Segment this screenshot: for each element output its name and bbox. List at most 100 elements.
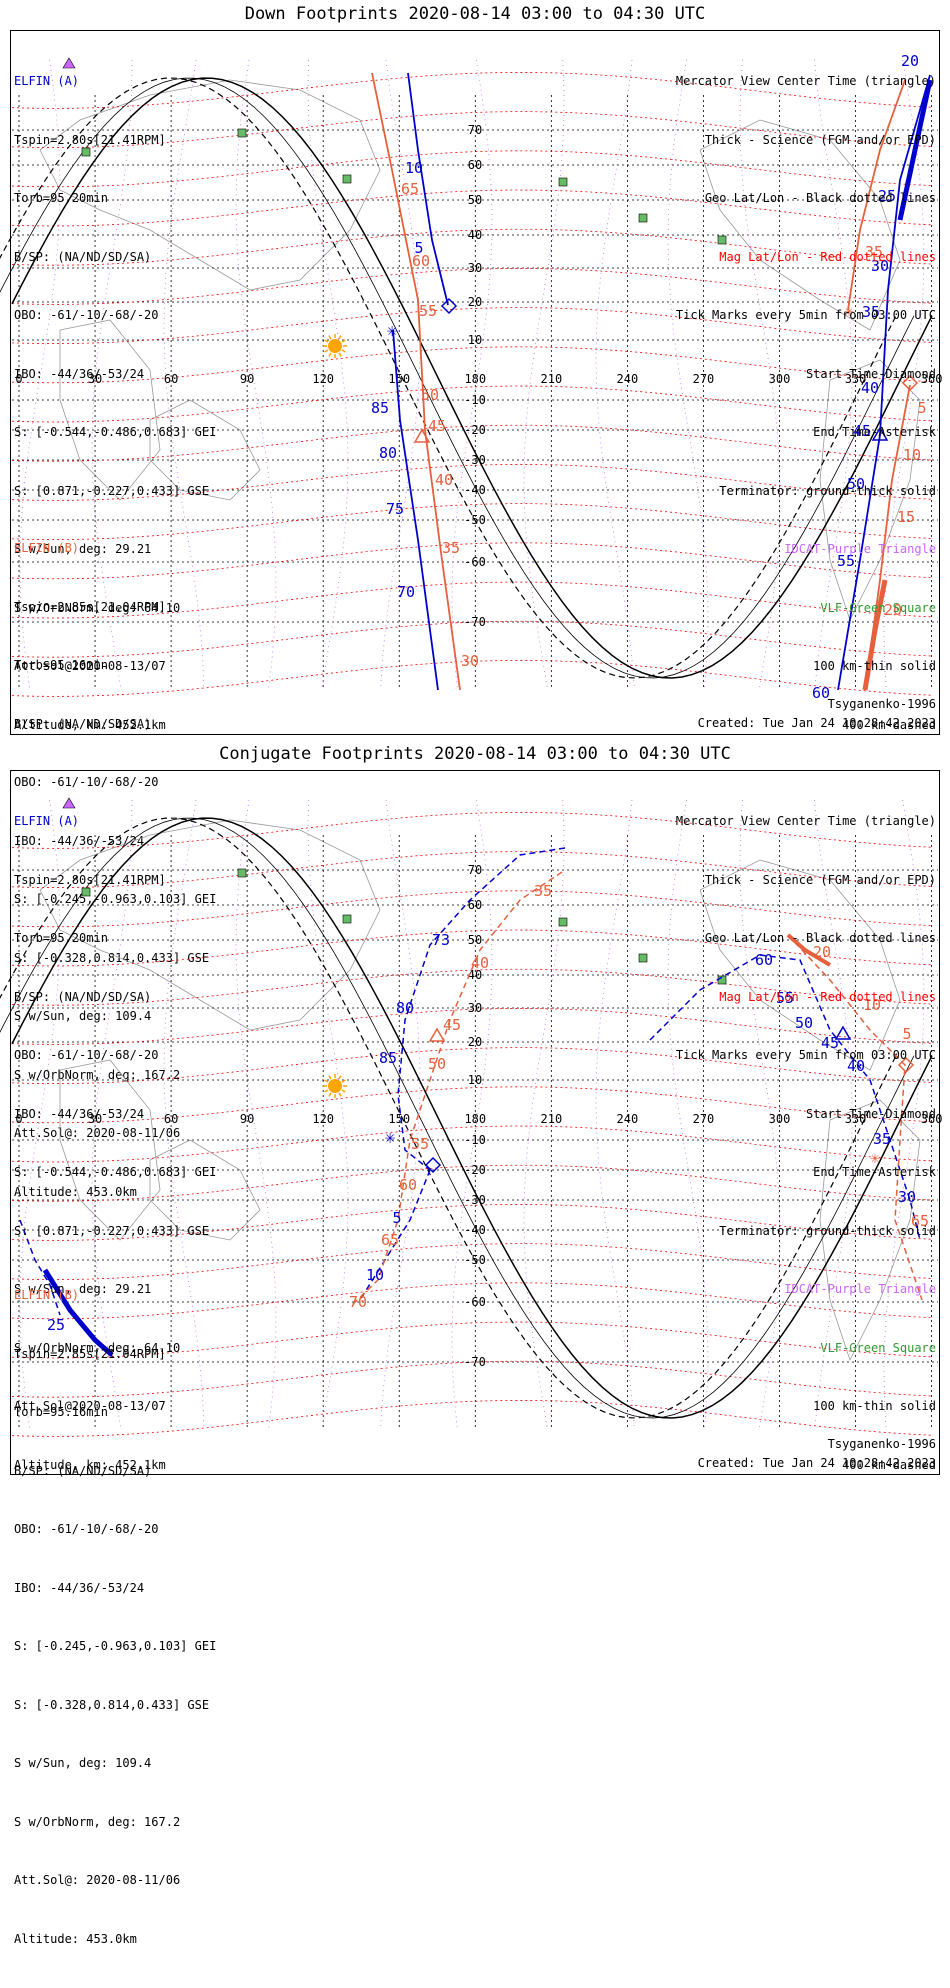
legend-line: Thick - Science (FGM and/or EPD) — [704, 872, 936, 887]
sat-a-tick-label: 25 — [878, 187, 896, 205]
info-line: B/SP: (NA/ND/SD/SA) — [14, 716, 152, 731]
sat-a-tick-label: 85 — [379, 1049, 397, 1067]
sun-ray — [341, 1089, 346, 1093]
sat-a-header: ELFIN (A) — [14, 814, 80, 828]
lon-tick-label: 330 — [845, 1112, 867, 1126]
lon-tick-label: 360 — [921, 372, 943, 386]
lon-tick-label: 90 — [240, 1112, 254, 1126]
sat-b-tick-label: 10 — [903, 446, 921, 464]
sun-ray — [341, 349, 346, 353]
mag-meridian — [739, 59, 781, 691]
sat-a-tick-label: 35 — [873, 1130, 891, 1148]
sat-a-header: ELFIN (A) — [14, 74, 80, 88]
lon-tick-label: 300 — [769, 1112, 791, 1126]
sat-a-tick-label: 10 — [366, 1266, 384, 1284]
info-line: Att.Sol@2020-08-13/07 — [14, 1399, 166, 1413]
start-diamond-a — [440, 297, 458, 315]
sun-ray — [338, 1092, 342, 1097]
sun-marker — [328, 339, 342, 353]
sat-a-track — [837, 74, 931, 691]
mag-meridian — [235, 59, 277, 691]
info-line: IBO: -44/36/-53/24 — [14, 833, 145, 848]
info-line: S: [0.871,-0.227,0.433] GSE — [14, 483, 210, 498]
legend-line: 100 km-thin solid — [813, 659, 936, 673]
end-asterisk-a: ✳ — [385, 1127, 396, 1148]
lon-tick-label: 150 — [388, 372, 410, 386]
sat-b-tick-label: 60 — [399, 1176, 417, 1194]
start-diamond-b — [897, 1056, 915, 1074]
mag-meridian — [451, 799, 493, 1431]
mag-latitude — [11, 890, 933, 928]
sat-a-tick-label: 60 — [755, 951, 773, 969]
lat-tick-label: 70 — [468, 123, 482, 137]
lat-tick-label: -70 — [464, 1355, 486, 1369]
lon-tick-label: 300 — [769, 372, 791, 386]
model-label: Tsyganenko-1996 — [827, 697, 936, 711]
sat-b-track — [371, 72, 461, 691]
mag-latitude — [11, 1164, 933, 1202]
lat-tick-label: -30 — [464, 453, 486, 467]
sun-ray — [341, 339, 346, 343]
lat-tick-label: -60 — [464, 1295, 486, 1309]
created-label: Created: Tue Jan 24 10:28:42 2023 — [697, 1456, 936, 1470]
legend-line: Thick - Science (FGM and/or EPD) — [704, 132, 936, 147]
sat-a-tick-label: 73 — [432, 931, 450, 949]
legend-line: End Time-Asterisk — [813, 1165, 936, 1179]
info-line: IBO: -44/36/-53/24 — [14, 1580, 145, 1595]
map-frame — [10, 30, 940, 735]
lon-tick-label: 270 — [693, 372, 715, 386]
sun-ray — [324, 339, 329, 343]
sat-b-tick-label: 50 — [428, 1055, 446, 1073]
info-line: B/SP: (NA/ND/SD/SA) — [14, 1463, 152, 1478]
mag-latitude — [11, 1400, 933, 1437]
lon-tick-label: 0 — [15, 372, 22, 386]
sat-a-tick-label: 75 — [386, 500, 404, 518]
sat-a-track — [392, 329, 439, 691]
mag-latitude — [11, 189, 933, 227]
sat-b-science-segment — [862, 579, 888, 691]
vlf-station-marker — [638, 213, 648, 223]
sat-b-track — [787, 934, 923, 1301]
sun-ray — [338, 352, 342, 357]
sat-b-tick-label: 15 — [897, 508, 915, 526]
lat-tick-label: -40 — [464, 483, 486, 497]
coastline — [149, 1139, 261, 1241]
legend-line: Mercator View Center Time (triangle) — [675, 814, 936, 828]
mag-latitude — [11, 1243, 933, 1280]
sat-a-tick-label: 85 — [371, 399, 389, 417]
info-line: S w/Sun, deg: 29.21 — [14, 1282, 152, 1296]
lat-tick-label: 60 — [468, 898, 482, 912]
mag-latitude — [11, 581, 933, 619]
mag-latitude — [11, 929, 933, 967]
lon-tick-label: 90 — [240, 372, 254, 386]
lon-tick-label: 120 — [312, 1112, 334, 1126]
mag-latitude — [11, 1047, 933, 1084]
sat-a-tick-label: 70 — [397, 583, 415, 601]
lat-tick-label: -70 — [464, 615, 486, 629]
sun-ray — [328, 352, 332, 357]
info-line: Torb=95.20min — [14, 191, 108, 205]
vlf-station-marker — [81, 887, 91, 897]
lat-tick-label: 10 — [468, 333, 482, 347]
vlf-station-marker — [717, 235, 727, 245]
sat-b-track — [351, 871, 563, 1306]
lat-tick-label: 10 — [468, 1073, 482, 1087]
vlf-station-marker — [558, 917, 568, 927]
center-triangle-b — [428, 1027, 446, 1042]
mag-latitude — [11, 1086, 933, 1124]
legend-line: 100 km-thin solid — [813, 1399, 936, 1413]
info-line: S: [-0.544,-0.486,0.683] GEI — [14, 1165, 217, 1179]
sat-b-tick-label: 40 — [435, 471, 453, 489]
mag-latitude — [11, 1360, 933, 1398]
coastline — [819, 1099, 921, 1362]
lat-tick-label: 20 — [468, 1035, 482, 1049]
sat-b-info: ELFIN (B) Tspin=2.85s[21.04RPM] Torb=95.… — [14, 500, 216, 1241]
mag-meridian — [307, 799, 349, 1431]
mag-latitude — [11, 812, 933, 849]
mag-latitude — [11, 111, 933, 148]
lon-tick-label: 360 — [921, 1112, 943, 1126]
sat-b-tick-label: 35 — [442, 539, 460, 557]
mag-latitude — [11, 1008, 933, 1045]
terminator-ground — [11, 77, 933, 679]
map-frame — [10, 770, 940, 1475]
